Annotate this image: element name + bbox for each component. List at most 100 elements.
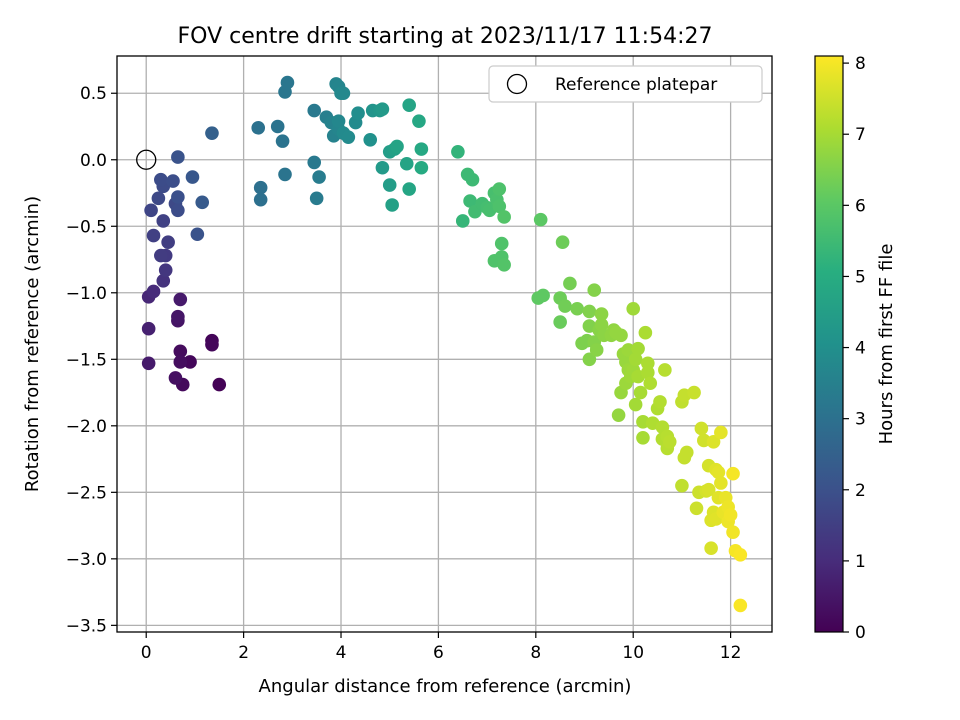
scatter-point [390, 139, 404, 154]
scatter-point [533, 212, 548, 227]
scatter-point [253, 180, 268, 195]
scatter-point [492, 182, 507, 196]
scatter-point [589, 343, 604, 357]
scatter-point [385, 198, 399, 212]
x-tick-label: 2 [238, 643, 249, 663]
scatter-point [714, 425, 728, 440]
scatter-point [278, 167, 292, 182]
x-tick-label: 0 [141, 643, 152, 663]
x-tick-label: 12 [720, 643, 742, 663]
y-tick-label: −2.5 [66, 483, 107, 503]
chart-title: FOV centre drift starting at 2023/11/17 … [178, 24, 713, 49]
scatter-point [168, 371, 183, 385]
scatter-point [309, 191, 324, 206]
scatter-point [679, 445, 694, 460]
legend-box [488, 65, 763, 103]
scatter-point [363, 133, 378, 147]
scatter-point [582, 352, 597, 367]
x-tick-label: 6 [433, 643, 444, 663]
reference-marker [136, 149, 157, 170]
scatter-point [173, 292, 188, 307]
scatter-point [171, 190, 185, 204]
scatter-point [183, 355, 197, 369]
colorbar-tick-label: 1 [855, 552, 866, 572]
scatter-point [307, 103, 322, 118]
scatter-point [628, 397, 643, 412]
scatter-point [733, 548, 748, 562]
scatter-point [704, 541, 718, 555]
scatter-points [141, 75, 748, 613]
y-tick-label: −3.5 [66, 616, 107, 636]
legend-label-reference: Reference platepar [555, 75, 717, 95]
scatter-point [375, 102, 390, 117]
x-axis-label: Angular distance from reference (arcmin) [259, 676, 632, 697]
scatter-point [331, 114, 346, 128]
scatter-point [402, 182, 416, 196]
scatter-point [558, 299, 572, 313]
reference-point [136, 149, 157, 170]
scatter-point [195, 195, 210, 210]
scatter-point [212, 377, 227, 392]
scatter-point [171, 203, 185, 218]
y-tick-label: 0.5 [80, 84, 107, 104]
scatter-point [161, 235, 175, 250]
scatter-point [497, 258, 511, 272]
scatter-point [375, 160, 390, 175]
scatter-point [633, 385, 648, 400]
plot-area [117, 56, 772, 632]
y-axis: −3.5 −3.0 −2.5 −2.0 −1.5 −1.0 −0.5 0.0 0.5 [66, 84, 117, 636]
y-tick-label: −2.0 [66, 417, 107, 437]
colorbar-tick-label: 7 [855, 125, 866, 145]
y-tick-label: 0.0 [80, 151, 107, 171]
scatter-point [351, 106, 365, 121]
scatter-point [414, 160, 429, 175]
scatter-point [205, 337, 219, 352]
legend-marker-reference [506, 73, 528, 95]
x-tick-label: 10 [622, 643, 644, 663]
scatter-point [312, 170, 326, 184]
colorbar-gradient [814, 55, 844, 633]
y-tick-label: −3.0 [66, 550, 107, 570]
scatter-point [166, 174, 180, 188]
scatter-point [494, 236, 509, 251]
scatter-point [706, 434, 721, 449]
scatter-point [641, 356, 655, 371]
scatter-point [638, 325, 653, 340]
scatter-point [156, 214, 171, 228]
scatter-point [412, 114, 426, 128]
scatter-point [141, 321, 156, 336]
scatter-point [280, 75, 295, 90]
colorbar-label: Hours from first FF file [876, 244, 897, 445]
scatter-point [563, 276, 577, 291]
colorbar-tick-label: 3 [855, 410, 866, 430]
colorbar-tick-label: 8 [855, 54, 866, 74]
scatter-point [190, 227, 205, 242]
x-tick-label: 4 [336, 643, 347, 663]
scatter-point [451, 144, 465, 159]
colorbar-tick-label: 4 [855, 339, 866, 359]
scatter-point [555, 235, 570, 250]
scatter-point [723, 508, 738, 522]
colorbar-tick-label: 2 [855, 481, 866, 501]
scatter-point [726, 525, 740, 540]
scatter-point [399, 156, 414, 171]
y-tick-label: −1.0 [66, 284, 107, 304]
scatter-point [687, 385, 701, 400]
scatter-point [253, 192, 268, 207]
scatter-point [711, 465, 726, 480]
scatter-point [658, 363, 672, 377]
scatter-point [553, 315, 567, 329]
scatter-point [455, 214, 470, 228]
x-tick-label: 8 [530, 643, 541, 663]
scatter-point [653, 395, 667, 409]
scatter-point [465, 172, 480, 187]
scatter-point [158, 263, 173, 277]
scatter-point [171, 309, 185, 324]
scatter-point [151, 191, 166, 206]
scatter-point [270, 119, 285, 134]
scatter-point [614, 328, 628, 343]
scatter-point [701, 482, 716, 497]
scatter-point [463, 194, 477, 208]
scatter-point [382, 178, 397, 192]
